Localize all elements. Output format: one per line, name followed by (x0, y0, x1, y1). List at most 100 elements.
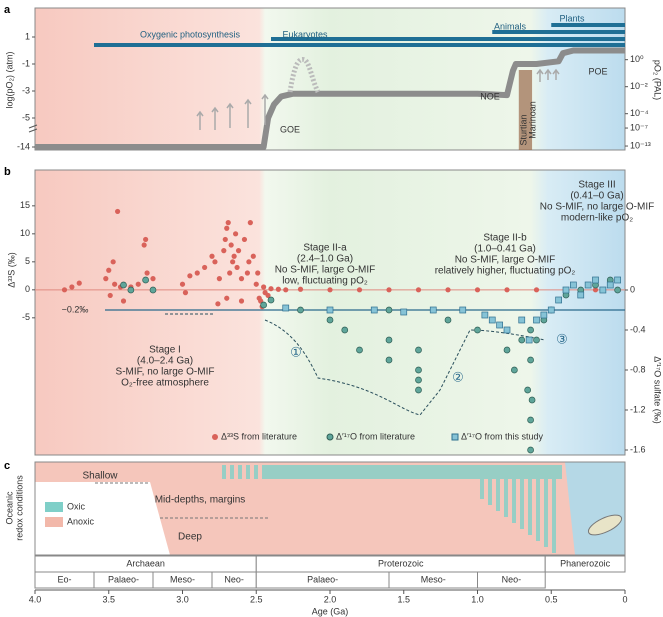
dot-point (182, 290, 189, 296)
y-tick-label: -3 (22, 85, 30, 95)
dot-point (69, 284, 75, 290)
eon-label: Phanerozoic (560, 558, 611, 568)
stage-text: Stage II-a (303, 243, 347, 254)
era-label: Meso- (170, 574, 195, 584)
dot-point (179, 281, 186, 287)
circle-point (385, 306, 393, 314)
era-label: Palaeo- (108, 574, 139, 584)
frame (34, 169, 626, 456)
square-point (555, 296, 562, 304)
stage-text: No S-MIF, large O-MIF (455, 255, 556, 266)
lineage-label: Animals (494, 21, 527, 31)
circle-point (415, 346, 422, 354)
y-tick-label: 15 (20, 200, 30, 210)
zone-label: Mid-depths, margins (155, 495, 246, 506)
arrow (536, 68, 544, 82)
circle-point (527, 446, 534, 454)
arrow (226, 102, 234, 128)
era-label: Meso- (421, 574, 446, 584)
oxic-stripe (238, 465, 242, 479)
circle-point (415, 386, 422, 394)
dot-point (106, 267, 112, 273)
circle-point (474, 326, 481, 334)
event-label: Sturtian (518, 114, 528, 145)
circle-point (527, 416, 534, 424)
square-point (584, 281, 592, 289)
square-point (459, 306, 467, 314)
square-point (370, 306, 378, 314)
circle-point (614, 286, 621, 294)
circle-point (415, 366, 422, 374)
oxic-stripe (254, 465, 258, 479)
y-tick-label: -5 (22, 112, 30, 122)
dot-point (103, 276, 109, 282)
dot-point (247, 220, 253, 226)
arrow (244, 98, 252, 128)
x-tick-label: 1.0 (471, 594, 484, 604)
arrow (196, 110, 204, 130)
x-axis-label: Age (Ga) (312, 606, 349, 616)
panel-label: a (4, 4, 11, 16)
event-label: POE (588, 66, 607, 76)
lineage-bar (492, 30, 625, 34)
y2-tick-label: -0.4 (630, 324, 646, 334)
y-axis-label: Δ³³S (‰) (6, 252, 16, 288)
y2-tick-label: 10⁻⁴ (630, 108, 649, 118)
legend-swatch (45, 502, 63, 512)
dot-point (474, 287, 481, 293)
panel-label: b (4, 166, 11, 178)
legend-swatch (212, 434, 218, 440)
y2-tick-label: -1.2 (630, 404, 646, 414)
dot-point (115, 208, 121, 215)
dot-point (150, 276, 156, 282)
circle-point (127, 286, 135, 294)
y2-tick-label: -0.8 (630, 364, 646, 374)
stage-text: modern-like pO₂ (561, 213, 633, 224)
square-point (599, 286, 607, 294)
dot-point (216, 276, 222, 282)
y2-tick-label: 10⁻¹³ (630, 140, 651, 150)
arrow (552, 68, 560, 80)
axis-break (28, 124, 38, 133)
square-point (429, 306, 437, 314)
dot-point (187, 273, 193, 279)
stage-text: S-MIF, no large O-MIF (116, 367, 215, 378)
event-label: NOE (480, 91, 500, 101)
dot-point (504, 287, 510, 293)
dot-point (386, 287, 392, 293)
oxic-stripe (488, 479, 492, 505)
dot-point (215, 301, 221, 307)
square-point (547, 306, 555, 314)
oxic-shallow (262, 465, 562, 479)
square-point (326, 306, 334, 314)
x-tick-label: 2.0 (324, 594, 337, 604)
legend-swatch (326, 433, 334, 441)
po2-curve (35, 47, 625, 150)
dot-point (356, 287, 363, 293)
dot-point (212, 259, 218, 265)
stage-text: (4.0–2.4 Ga) (137, 356, 193, 367)
stage-text: relatively higher, fluctuating pO₂ (435, 266, 576, 277)
frame (34, 461, 626, 556)
dot-point (533, 287, 540, 293)
oxic-stripe (552, 479, 556, 553)
circle-point (518, 336, 526, 344)
square-point (400, 308, 408, 316)
dot-point (275, 286, 281, 292)
dot-point (224, 225, 230, 231)
square-point (533, 316, 540, 324)
x-tick-label: 0 (622, 594, 627, 604)
dot-point (327, 287, 333, 293)
stage-text: Stage II-b (483, 233, 527, 244)
stage-text: (2.4–1.0 Ga) (297, 254, 353, 265)
dot-point (234, 264, 240, 271)
dot-point (445, 287, 451, 293)
y-tick-label: 1 (25, 31, 30, 41)
square-point (496, 321, 503, 329)
stage-text: (0.41–0 Ga) (570, 191, 623, 202)
dot-point (283, 287, 289, 293)
dot-point (592, 287, 599, 293)
circle-point (297, 306, 304, 314)
legend-label: Δ′¹⁷O from literature (336, 431, 415, 441)
circle-point (356, 346, 363, 354)
